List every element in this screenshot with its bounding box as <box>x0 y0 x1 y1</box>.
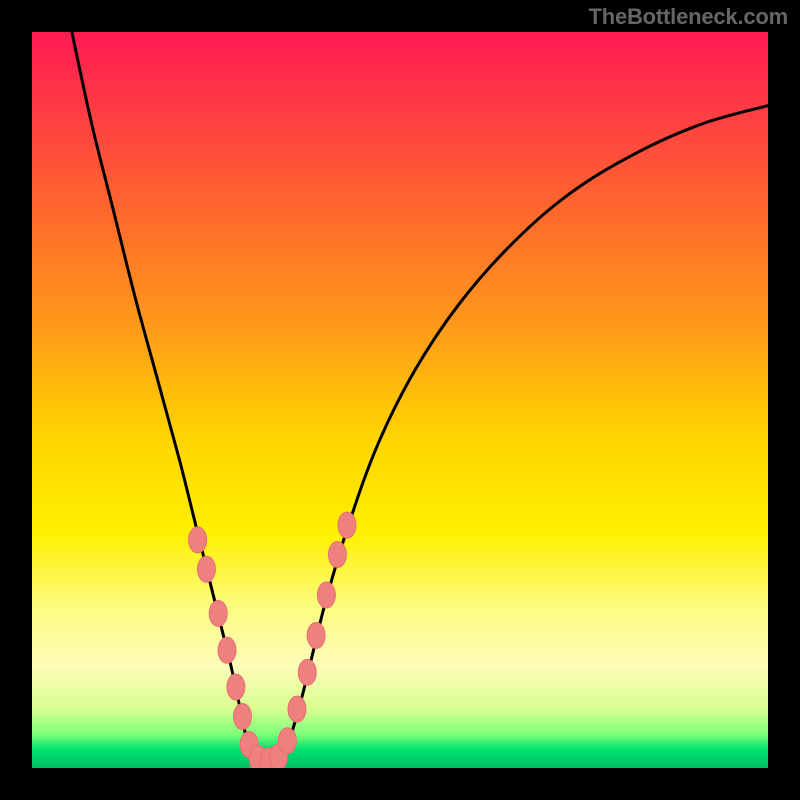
curve-marker <box>338 512 356 538</box>
curve-marker <box>218 637 236 663</box>
chart-container: TheBottleneck.com <box>0 0 800 800</box>
curve-marker <box>307 623 325 649</box>
curve-marker <box>189 527 207 553</box>
curve-marker <box>197 556 215 582</box>
curve-marker <box>317 582 335 608</box>
curve-marker <box>288 696 306 722</box>
curve-marker <box>209 600 227 626</box>
bottleneck-chart <box>0 0 800 800</box>
curve-marker <box>227 674 245 700</box>
curve-marker <box>298 659 316 685</box>
curve-marker <box>328 542 346 568</box>
curve-marker <box>278 728 296 754</box>
curve-marker <box>233 703 251 729</box>
watermark-text: TheBottleneck.com <box>588 4 788 30</box>
